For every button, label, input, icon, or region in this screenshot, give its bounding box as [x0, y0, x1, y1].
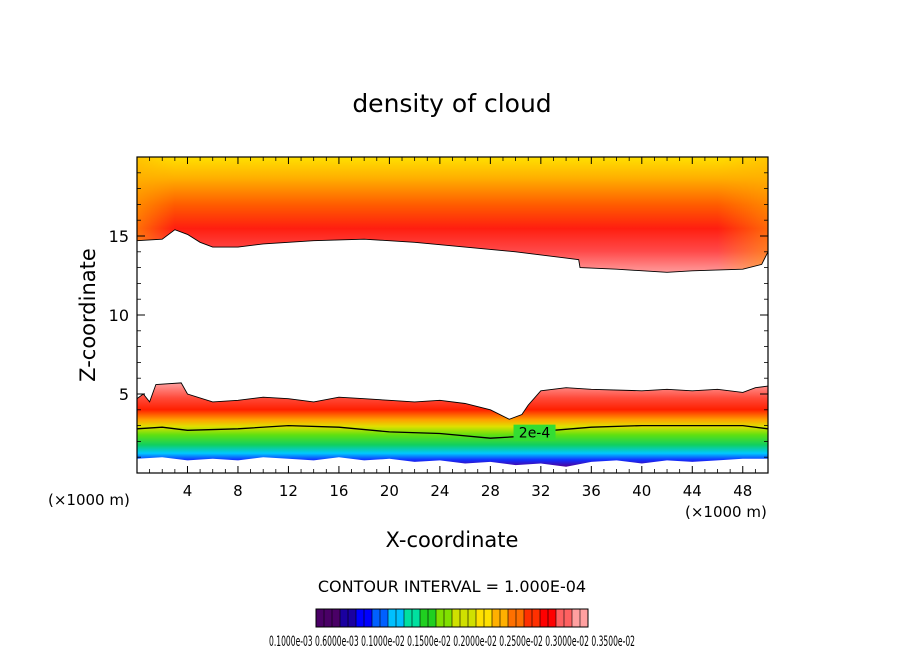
colorbar-swatch — [324, 609, 332, 627]
colorbar-swatch — [548, 609, 556, 627]
contour-line-2e-4 — [137, 424, 768, 439]
x-tick-label: 20 — [380, 482, 399, 500]
colorbar-swatch — [364, 609, 372, 627]
colorbar — [315, 609, 588, 627]
contour-label: 2e-4 — [519, 426, 551, 442]
y-axis-label: Z-coordinate — [76, 248, 100, 382]
plot-area — [137, 157, 768, 473]
colorbar-swatch — [532, 609, 540, 627]
colorbar-swatch — [372, 609, 380, 627]
lower-cloud-boundary-contour — [137, 382, 768, 420]
chart-title: density of cloud — [352, 89, 551, 118]
x-axis-unit-left: (×1000 m) — [48, 491, 130, 509]
x-tick-label: 8 — [233, 482, 243, 500]
colorbar-swatch — [348, 609, 356, 627]
colorbar-swatch — [380, 609, 388, 627]
x-axis-label: X-coordinate — [386, 528, 519, 552]
x-tick-label: 28 — [481, 482, 500, 500]
colorbar-swatch — [396, 609, 404, 627]
colorbar-swatch — [356, 609, 364, 627]
colorbar-swatch — [428, 609, 436, 627]
colorbar-swatch — [524, 609, 532, 627]
colorbar-swatch — [452, 609, 460, 627]
contour-interval-text: CONTOUR INTERVAL = 1.000E-04 — [318, 577, 586, 596]
colorbar-swatch — [316, 609, 324, 627]
colorbar-swatch — [516, 609, 524, 627]
lower-cloud-layer — [137, 382, 768, 467]
colorbar-swatch — [572, 609, 580, 627]
y-axis-ticks: 5 10 15 — [109, 172, 768, 458]
x-tick-label: 24 — [430, 482, 449, 500]
colorbar-swatch — [332, 609, 340, 627]
upper-cloud-layer-edge-shading — [137, 157, 768, 273]
colorbar-swatch — [468, 609, 476, 627]
x-axis-unit-right: (×1000 m) — [685, 503, 767, 521]
colorbar-swatch — [508, 609, 516, 627]
colorbar-swatch — [436, 609, 444, 627]
colorbar-swatch — [420, 609, 428, 627]
x-axis-ticks: 4 8 12 16 20 24 28 32 36 40 44 48 — [149, 157, 756, 500]
x-tick-label: 32 — [531, 482, 550, 500]
colorbar-swatch — [556, 609, 564, 627]
y-tick-label: 15 — [109, 227, 129, 246]
colorbar-swatch — [492, 609, 500, 627]
colorbar-swatch — [340, 609, 348, 627]
colorbar-labels: 0.1000e-03 0.6000e-03 0.1000e-02 0.1500e… — [269, 634, 635, 650]
upper-cloud-boundary-contour — [137, 229, 768, 273]
colorbar-swatch — [444, 609, 452, 627]
colorbar-swatch — [460, 609, 468, 627]
colorbar-swatch — [404, 609, 412, 627]
x-tick-label: 16 — [329, 482, 348, 500]
colorbar-swatch — [388, 609, 396, 627]
colorbar-frame — [315, 608, 589, 628]
y-tick-label: 10 — [109, 306, 129, 325]
colorbar-swatch — [484, 609, 492, 627]
colorbar-swatch — [476, 609, 484, 627]
x-tick-label: 40 — [632, 482, 651, 500]
x-tick-label: 48 — [733, 482, 752, 500]
x-tick-label: 36 — [582, 482, 601, 500]
contour-label-background — [513, 424, 556, 441]
y-tick-label: 5 — [119, 385, 129, 404]
colorbar-swatch — [412, 609, 420, 627]
colorbar-swatch — [580, 609, 588, 627]
colorbar-swatch — [540, 609, 548, 627]
colorbar-swatch — [500, 609, 508, 627]
x-tick-label: 12 — [279, 482, 298, 500]
x-tick-label: 4 — [183, 482, 193, 500]
colorbar-swatch — [564, 609, 572, 627]
x-tick-label: 44 — [683, 482, 702, 500]
